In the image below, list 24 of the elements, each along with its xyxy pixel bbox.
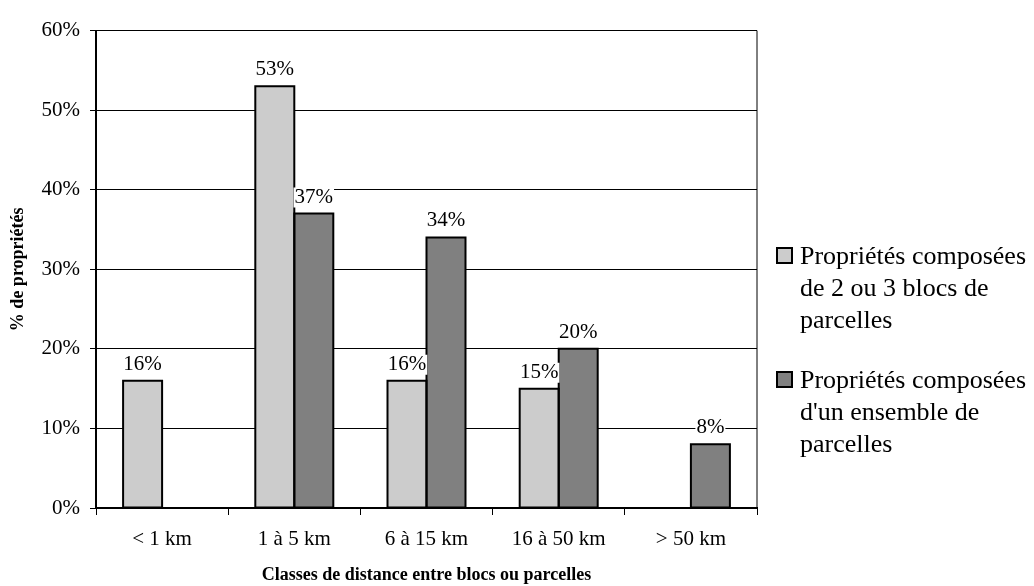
y-tick-label: 50% bbox=[41, 96, 80, 121]
data-label: 37% bbox=[294, 183, 334, 208]
data-label: 15% bbox=[519, 358, 559, 383]
data-label: 8% bbox=[696, 414, 725, 439]
y-tick-label: 40% bbox=[41, 176, 80, 201]
y-tick-label: 20% bbox=[41, 335, 80, 360]
y-tick-label: 30% bbox=[41, 255, 80, 280]
y-axis-title: % de propriétés bbox=[7, 207, 28, 332]
x-tick-label: 16 à 50 km bbox=[511, 526, 606, 551]
data-label: 20% bbox=[558, 318, 598, 343]
y-tick-label: 0% bbox=[52, 494, 80, 519]
data-label: 16% bbox=[123, 350, 162, 375]
legend-label: Propriétés composées de 2 ou 3 blocs de parcelles bbox=[800, 240, 1027, 336]
data-label: 34% bbox=[426, 207, 466, 232]
data-label: 53% bbox=[255, 56, 295, 81]
y-tick-label: 10% bbox=[41, 414, 80, 439]
x-tick-label: < 1 km bbox=[132, 526, 192, 551]
x-axis-title: Classes de distance entre blocs ou parcelles bbox=[261, 563, 592, 584]
x-tick-label: > 50 km bbox=[655, 526, 726, 551]
legend-label: Propriétés composées d'un ensemble de parcelles bbox=[800, 364, 1027, 460]
x-tick-label: 6 à 15 km bbox=[384, 526, 469, 551]
x-tick-label: 1 à 5 km bbox=[257, 526, 331, 551]
y-tick-label: 60% bbox=[41, 17, 80, 42]
data-label: 16% bbox=[387, 350, 427, 375]
